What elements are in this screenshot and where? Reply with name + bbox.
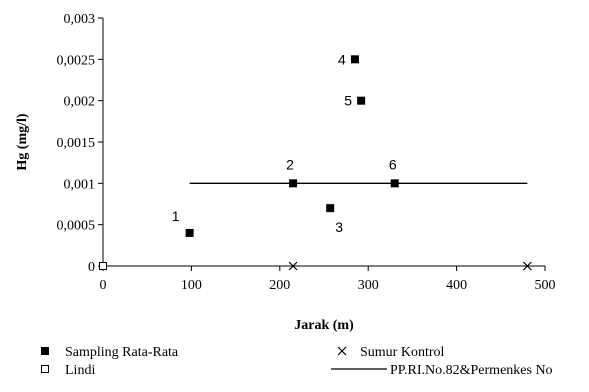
legend-item: Sampling Rata-Rata [41,345,179,360]
point-labels: 1 2 3 4 5 6 [172,51,397,235]
legend-item: Lindi [41,363,95,378]
x-tick-label: 400 [446,278,467,293]
legend-marker [41,347,49,355]
x-tick-label: 200 [269,278,290,293]
legend-label: Sampling Rata-Rata [65,345,179,360]
y-tick-label: 0,003 [64,12,96,27]
legend-marker [41,365,49,373]
cross-stroke [522,261,532,271]
x-tick-label: 100 [181,278,202,293]
tick-labels: 0 0,0005 0,001 0,0015 0,002 0,0025 0,003 0 100 20… [57,12,556,293]
y-tick-label: 0,0025 [57,53,96,68]
data-point [99,262,107,270]
point-label: 3 [335,219,343,235]
data-point [357,96,366,105]
data-marks [99,55,532,271]
y-tick-label: 0,001 [64,177,96,192]
cross-stroke [288,261,298,271]
y-tick-label: 0,0015 [57,136,96,151]
x-tick-label: 500 [535,278,556,293]
legend-label: PP.RI.No.82&Permenkes No [390,363,553,378]
data-point [350,55,359,64]
point-label: 1 [172,208,180,224]
legend-item: Sumur Kontrol [337,345,445,360]
y-axis-label: Hg (mg/l) [15,113,30,170]
point-label: 2 [286,156,294,172]
x-tick-label: 0 [100,278,107,293]
legend: Sampling Rata-Rata Lindi Sumur Kontrol PP.R… [41,345,553,378]
point-label: 6 [389,156,397,172]
axes [98,17,546,271]
legend-item: PP.RI.No.82&Permenkes No [331,363,553,378]
x-tick-label: 300 [358,278,379,293]
y-tick-label: 0,0005 [57,219,96,234]
y-tick-label: 0,002 [64,95,96,110]
data-point [326,204,335,213]
legend-marker [337,346,347,356]
data-point [288,261,298,271]
data-point [522,261,532,271]
point-label: 5 [344,93,352,109]
cross-stroke [337,346,347,356]
legend-label: Sumur Kontrol [360,345,445,360]
data-point [185,228,194,237]
y-tick-label: 0 [88,260,95,275]
x-axis-label: Jarak (m) [294,318,354,333]
legend-label: Lindi [65,363,95,378]
point-label: 4 [338,51,346,67]
